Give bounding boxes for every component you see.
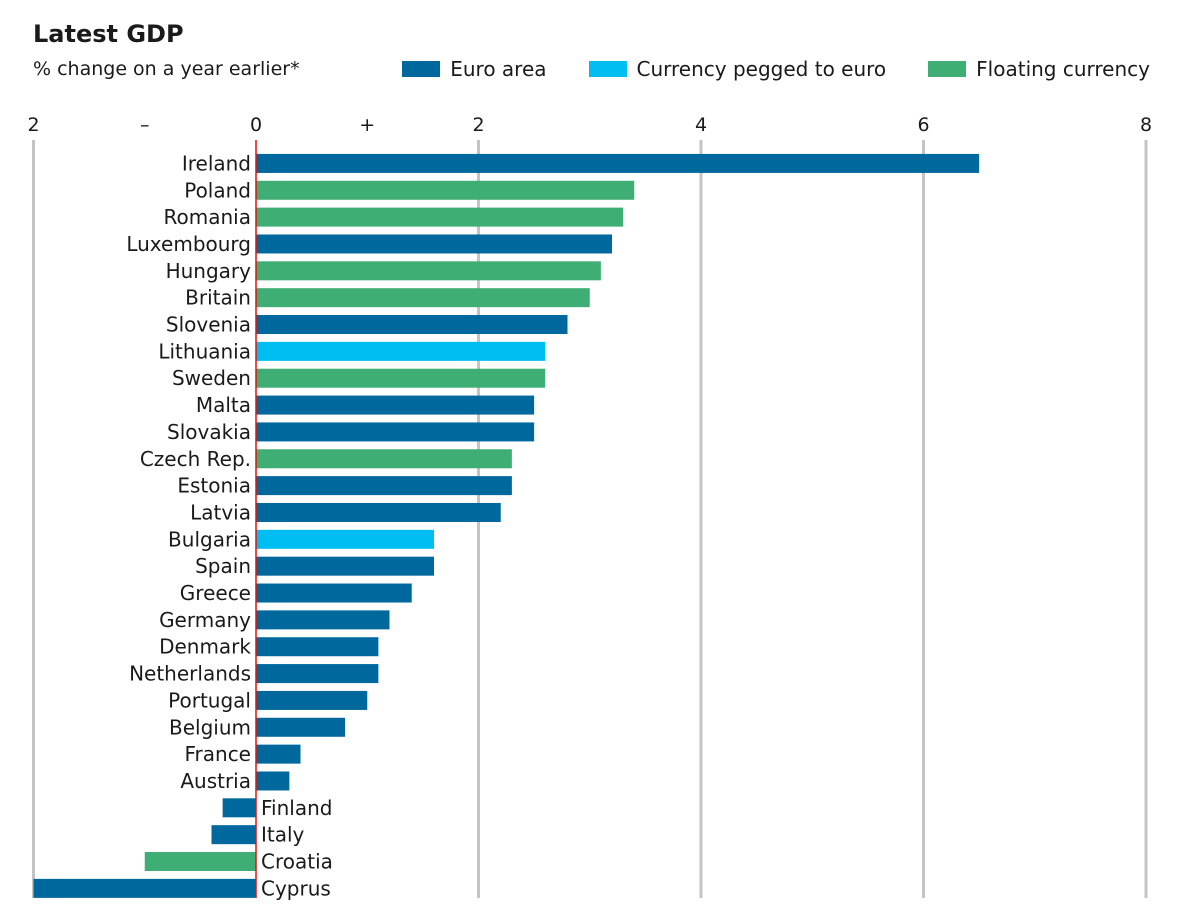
bar-label: Finland [261,796,332,820]
bar-label: Ireland [182,151,251,175]
bar [256,315,568,335]
bar-label: Czech Rep. [140,447,251,471]
legend-label-floating: Floating currency [976,57,1150,81]
x-tick-label: 4 [695,114,707,136]
bar-label: Hungary [166,259,252,283]
bar [256,771,290,791]
bar [256,583,412,603]
x-tick-label: 0 [250,114,262,136]
bar-label: Poland [184,178,251,202]
bar [256,153,980,173]
bar-label: Bulgaria [168,527,251,551]
bar [256,395,535,415]
bar [256,529,434,549]
bar [256,502,501,522]
legend-swatch-euro-area [402,61,441,77]
bar [256,556,434,576]
bar [256,234,612,254]
legend: Euro area Currency pegged to euro Floati… [402,57,1150,81]
bar-label: Germany [159,608,251,632]
chart-subtitle: % change on a year earlier* [33,58,300,80]
bar-label: Romania [164,205,251,229]
x-tick-label: 2 [27,114,39,136]
bar-label: Slovakia [167,420,251,444]
bar [256,744,301,764]
bar [256,341,546,361]
legend-label-euro-area: Euro area [450,57,547,81]
bar [256,610,390,630]
bar [256,476,512,496]
legend-item-floating: Floating currency [928,57,1150,81]
bar [256,368,546,388]
legend-swatch-pegged [588,61,627,77]
bar-label: Latvia [190,500,251,524]
bar [256,690,368,710]
legend-swatch-floating [928,61,967,77]
bar [33,878,256,898]
bar [256,288,590,308]
bar [222,798,256,818]
bar-label: Estonia [177,474,251,498]
chart-title: Latest GDP [33,20,184,48]
legend-item-euro-area: Euro area [402,57,547,81]
x-tick-label: 2 [472,114,484,136]
bar [256,261,601,281]
bar [144,852,256,872]
bar-label: Netherlands [129,662,251,686]
bar [256,637,379,657]
bar [256,422,535,442]
bar-label: Luxembourg [126,232,251,256]
bar-label: France [184,742,251,766]
bar-label: Croatia [261,850,333,874]
bar [256,207,624,227]
bar-label: Lithuania [158,339,251,363]
bar-label: Belgium [169,715,251,739]
bar-label: Cyprus [261,876,331,900]
legend-label-pegged: Currency pegged to euro [636,57,887,81]
x-tick-label: + [359,114,375,136]
bar-label: Greece [180,581,251,605]
bar-label: Britain [185,286,251,310]
legend-item-pegged: Currency pegged to euro [588,57,887,81]
bar-label: Sweden [172,366,251,390]
bar [256,180,635,200]
x-tick-label: 8 [1140,114,1152,136]
bar-label: Austria [180,769,251,793]
bar-label: Denmark [159,635,251,659]
bar-label: Spain [195,554,251,578]
x-tick-label: – [140,114,150,136]
x-tick-label: 6 [917,114,929,136]
bar [256,717,345,737]
bar-label: Malta [196,393,251,417]
bar-label: Italy [261,823,305,847]
bar [211,825,256,845]
bar [256,664,379,684]
bar-label: Portugal [168,688,251,712]
bar-label: Slovenia [166,313,251,337]
bar [256,449,512,469]
